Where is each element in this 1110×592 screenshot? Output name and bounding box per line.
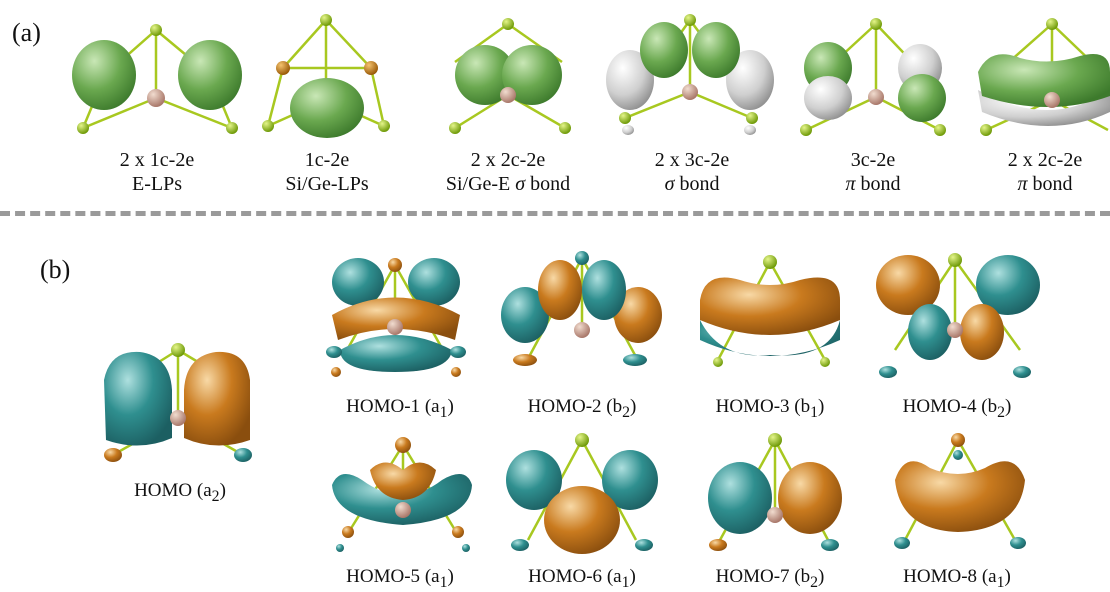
caption-homo-sym: a	[203, 480, 212, 501]
caption-homo-1: HOMO-1 (a1)	[346, 396, 454, 421]
molecule-si-ge-e-sigma	[449, 18, 571, 134]
caption-homo-1-sym: a	[431, 396, 440, 417]
caption-a-6-line2: π bond	[1017, 173, 1073, 195]
panel-divider	[0, 211, 1110, 216]
caption-homo-8-sub: 1	[996, 573, 1005, 591]
caption-homo-3: HOMO-3 (b1)	[715, 396, 825, 421]
caption-homo-6-name: HOMO-6	[528, 566, 603, 587]
caption-a-4-line2: σ bond	[664, 173, 720, 195]
caption-homo-6: HOMO-6 (a1)	[528, 566, 636, 591]
orbital-homo-3	[700, 255, 840, 367]
caption-homo-5: HOMO-5 (a1)	[346, 566, 454, 591]
caption-homo-2: HOMO-2 (b2)	[527, 396, 637, 421]
caption-homo: HOMO (a2)	[134, 480, 226, 505]
caption-homo-5-sym: a	[431, 566, 440, 587]
molecule-2c-pi	[978, 18, 1110, 136]
panel-b-label: (b)	[40, 255, 71, 284]
caption-homo-2-name: HOMO-2	[527, 396, 602, 417]
caption-a-2-line2: Si/Ge-LPs	[285, 173, 369, 195]
panel-a-label: (a)	[12, 18, 41, 47]
orbital-homo-7	[708, 433, 842, 551]
caption-homo-sub: 2	[211, 487, 220, 505]
caption-a-1-line2: E-LPs	[132, 173, 182, 195]
caption-a-4: 2 x 3c-2e σ bond	[617, 148, 767, 196]
caption-homo-8: HOMO-8 (a1)	[903, 566, 1011, 591]
caption-a-2: 1c-2e Si/Ge-LPs	[252, 148, 402, 196]
caption-homo-2-sym: b	[612, 396, 623, 417]
caption-a-1: 2 x 1c-2e E-LPs	[82, 148, 232, 196]
molecule-si-ge-lps	[262, 14, 390, 138]
caption-homo-4-sub: 2	[997, 403, 1006, 421]
caption-homo-8-sym: a	[988, 566, 997, 587]
caption-homo-3-sym: b	[800, 396, 811, 417]
caption-homo-5-sub: 1	[439, 573, 448, 591]
caption-homo-3-sub: 1	[810, 403, 819, 421]
molecule-3c-pi	[800, 18, 946, 136]
caption-homo-name: HOMO	[134, 480, 193, 501]
caption-a-3: 2 x 2c-2e Si/Ge-E σ bond	[423, 148, 593, 196]
caption-homo-8-name: HOMO-8	[903, 566, 978, 587]
caption-homo-1-name: HOMO-1	[346, 396, 421, 417]
caption-homo-4: HOMO-4 (b2)	[902, 396, 1012, 421]
caption-homo-5-name: HOMO-5	[346, 566, 421, 587]
caption-homo-4-sym: b	[987, 396, 998, 417]
orbital-homo-6	[506, 433, 658, 554]
molecule-3c-sigma	[606, 14, 774, 135]
caption-homo-7-sub: 2	[810, 573, 819, 591]
caption-homo-7-name: HOMO-7	[715, 566, 790, 587]
caption-a-3-line1: 2 x 2c-2e	[470, 149, 546, 171]
caption-homo-6-sym: a	[613, 566, 622, 587]
orbital-homo-4	[876, 253, 1040, 378]
caption-a-6-line1: 2 x 2c-2e	[1007, 149, 1083, 171]
caption-a-3-line2: Si/Ge-E σ bond	[445, 173, 571, 195]
caption-a-5: 3c-2e π bond	[798, 148, 948, 196]
caption-homo-7: HOMO-7 (b2)	[715, 566, 825, 591]
caption-a-4-line1: 2 x 3c-2e	[654, 149, 730, 171]
caption-a-5-line1: 3c-2e	[850, 149, 896, 171]
caption-a-5-line2: π bond	[845, 173, 901, 195]
caption-homo-4-name: HOMO-4	[902, 396, 977, 417]
caption-homo-7-sym: b	[800, 566, 811, 587]
molecule-e-lps	[72, 24, 242, 134]
caption-homo-3-name: HOMO-3	[715, 396, 790, 417]
orbital-homo-2	[501, 251, 662, 366]
orbital-homo-1	[326, 258, 466, 377]
orbital-homo	[104, 343, 252, 462]
orbital-homo-8	[894, 433, 1026, 549]
caption-homo-6-sub: 1	[621, 573, 630, 591]
caption-a-2-line1: 1c-2e	[304, 149, 350, 171]
caption-a-6: 2 x 2c-2e π bond	[985, 148, 1105, 196]
caption-a-1-line1: 2 x 1c-2e	[119, 149, 195, 171]
caption-homo-1-sub: 1	[439, 403, 448, 421]
orbital-homo-5	[332, 437, 472, 552]
caption-homo-2-sub: 2	[622, 403, 631, 421]
